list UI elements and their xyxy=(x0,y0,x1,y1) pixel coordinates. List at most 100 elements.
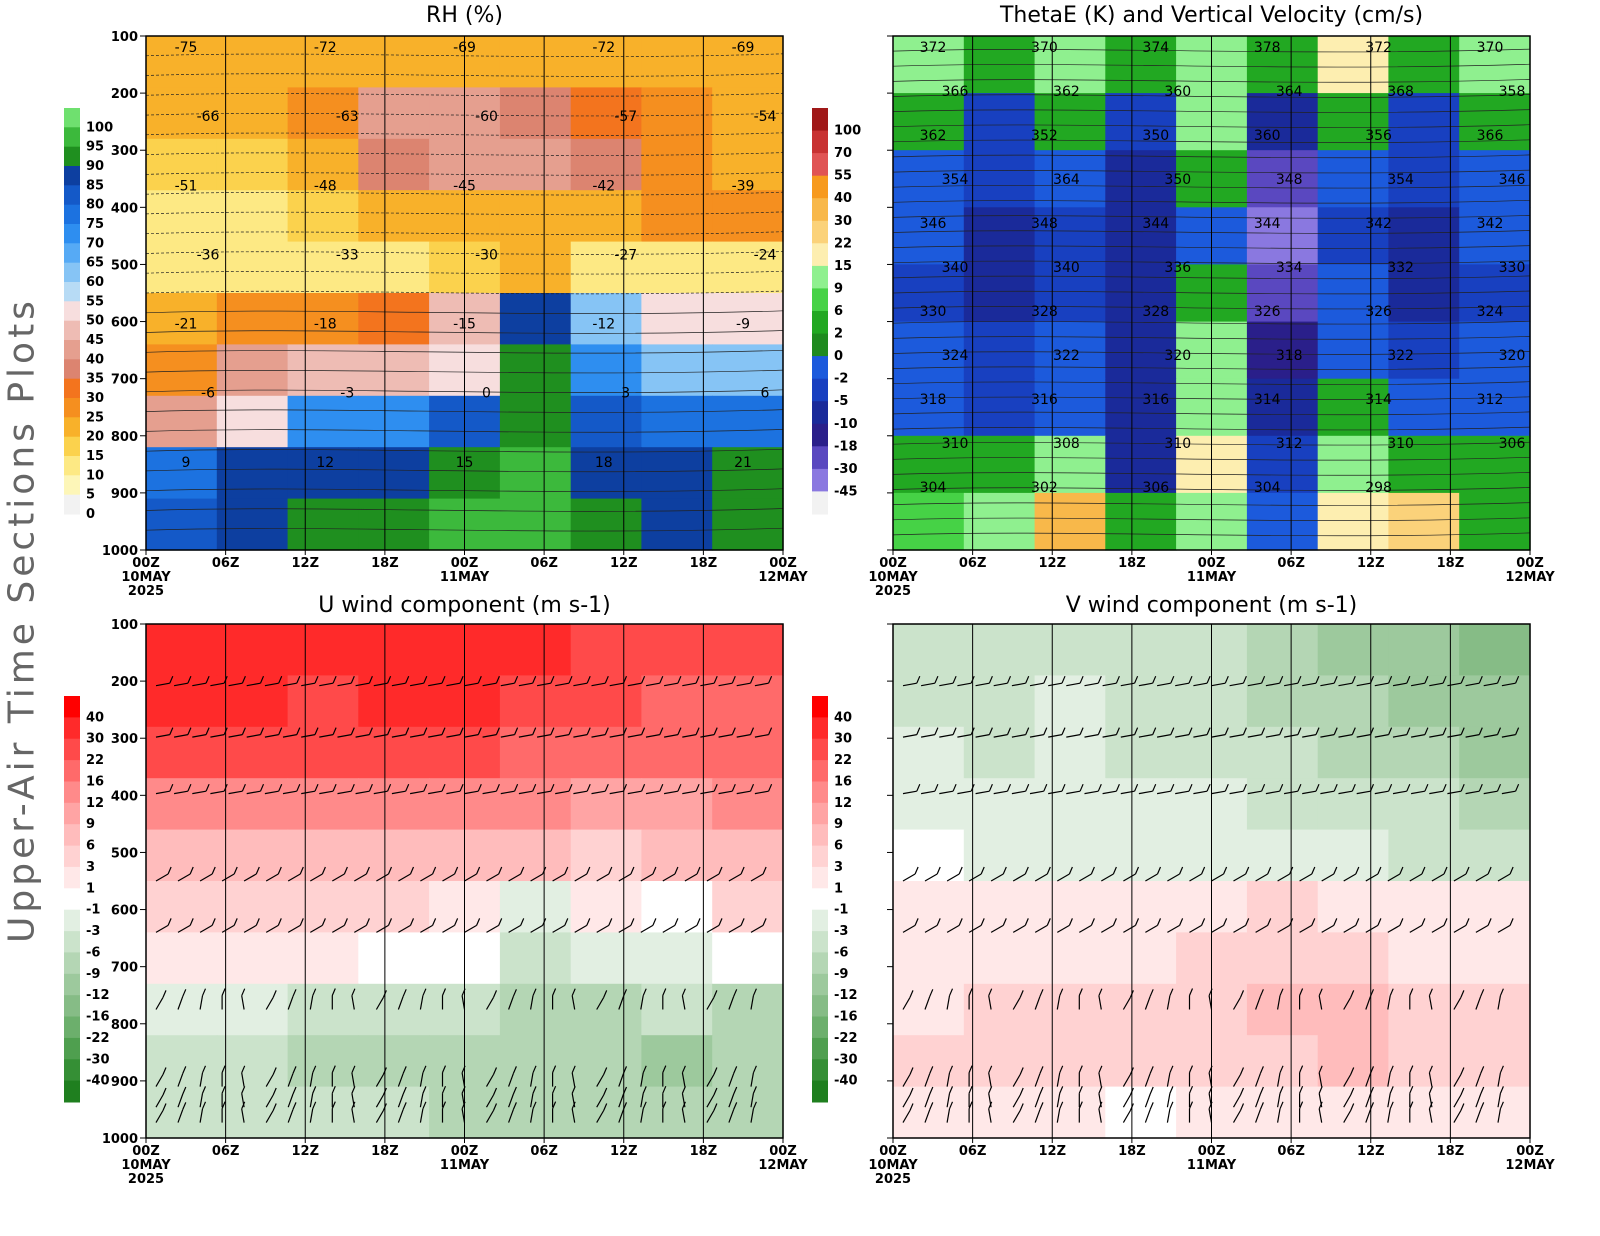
heatmap-cell xyxy=(216,36,289,88)
wind-barb-flag xyxy=(477,783,482,792)
wind-barb-flag xyxy=(1460,1103,1465,1111)
wind-barb xyxy=(301,790,316,795)
wind-barb-flag xyxy=(512,1086,517,1095)
heatmap-cell xyxy=(146,624,218,676)
wind-barb-flag xyxy=(292,1086,297,1095)
wind-barb-flag xyxy=(409,866,415,875)
colorbar-label: -3 xyxy=(834,924,848,939)
y-tick-label: 400 xyxy=(111,201,138,216)
wind-barb xyxy=(684,924,698,933)
wind-barb xyxy=(1299,873,1313,882)
colorbar-segment xyxy=(64,340,80,360)
wind-barb-flag xyxy=(768,727,773,735)
wind-barb-flag xyxy=(221,1101,226,1109)
colorbar-label: 10 xyxy=(86,468,104,483)
wind-barb xyxy=(902,1094,911,1108)
wind-barb xyxy=(177,1109,184,1123)
wind-barb-flag xyxy=(1006,727,1012,735)
wind-barb-flag xyxy=(182,1102,187,1110)
wind-barb-flag xyxy=(731,783,736,792)
wind-barb-flag xyxy=(1428,988,1433,996)
wind-barb-flag xyxy=(1224,783,1229,792)
wind-barb xyxy=(241,1108,245,1123)
wind-barb-flag xyxy=(681,988,686,996)
heatmap-cell xyxy=(712,138,784,191)
heatmap-cell xyxy=(287,829,359,882)
heatmap-cell xyxy=(1459,983,1531,1036)
wind-barb-flag xyxy=(586,675,591,684)
wind-barb xyxy=(1084,790,1099,795)
wind-barb-flag xyxy=(1406,675,1411,684)
wind-barb xyxy=(1497,1108,1501,1123)
wind-barb-flag xyxy=(182,989,187,997)
wind-barb xyxy=(508,1093,514,1108)
wind-barb xyxy=(282,790,297,795)
heatmap-cell xyxy=(499,726,572,779)
wind-barb-flag xyxy=(749,783,755,792)
colorbar-label: 15 xyxy=(86,449,104,464)
wind-barb-flag xyxy=(409,918,415,926)
contour-line xyxy=(892,487,1531,491)
heatmap-cell xyxy=(1459,264,1531,323)
wind-barb-flag xyxy=(1079,783,1084,792)
colorbar-label: -2 xyxy=(834,372,848,387)
wind-barb xyxy=(1211,682,1226,687)
heatmap-cell xyxy=(1246,726,1319,779)
colorbar-segment xyxy=(64,436,80,457)
wind-barb-flag xyxy=(1409,1101,1414,1109)
wind-barb xyxy=(482,682,497,687)
wind-barb-flag xyxy=(1259,1066,1264,1074)
heatmap-cell xyxy=(1246,624,1319,676)
wind-barb-flag xyxy=(1239,990,1245,998)
colorbar-segment xyxy=(64,146,80,167)
wind-barb-flag xyxy=(1350,1103,1355,1111)
wind-barb-flag xyxy=(1499,1086,1504,1094)
contour-label: 3 xyxy=(621,386,630,402)
contour-label: 312 xyxy=(1276,436,1303,452)
contour-line xyxy=(145,132,784,137)
wind-barb xyxy=(1453,873,1467,882)
contour-line xyxy=(892,63,1531,68)
wind-barb-flag xyxy=(351,1086,356,1094)
wind-barb-flag xyxy=(603,1067,608,1075)
wind-barb xyxy=(736,734,751,738)
wind-barb-flag xyxy=(332,727,337,735)
heatmap-cell xyxy=(1105,1035,1177,1088)
colorbar-label: 35 xyxy=(86,372,104,387)
wind-barb-flag xyxy=(1409,988,1414,996)
contour-line xyxy=(145,92,784,97)
heatmap-cell xyxy=(146,241,218,294)
wind-barb xyxy=(1229,790,1244,795)
wind-barb-flag xyxy=(365,918,370,926)
wind-barb xyxy=(706,873,720,882)
colorbar-label: -22 xyxy=(834,1031,858,1046)
wind-barb-flag xyxy=(914,918,919,926)
wind-barb xyxy=(645,682,660,687)
heatmap-cell xyxy=(1317,675,1390,728)
colorbar-segment xyxy=(64,824,80,847)
wind-barb-flag xyxy=(1059,1065,1064,1074)
x-tick-label: 12Z xyxy=(1038,556,1066,571)
contour-label: 374 xyxy=(1142,40,1169,56)
colorbar-segment xyxy=(64,494,80,515)
heatmap-cell xyxy=(963,435,1036,494)
heatmap-cell xyxy=(1459,378,1531,437)
wind-barb xyxy=(1453,1110,1462,1123)
contour-label: -33 xyxy=(336,247,359,263)
wind-barb xyxy=(1277,1093,1281,1108)
colorbar-segment xyxy=(812,1016,828,1039)
heatmap-cell xyxy=(570,344,643,397)
contour-label: 306 xyxy=(1142,480,1169,496)
heatmap-cell xyxy=(1317,881,1390,933)
wind-barb-flag xyxy=(1169,1065,1174,1074)
contour-label: 330 xyxy=(920,304,947,320)
wind-barb-flag xyxy=(1478,727,1483,735)
wind-barb xyxy=(1265,734,1280,738)
wind-barb xyxy=(486,924,499,933)
wind-barb xyxy=(309,1093,314,1108)
wind-barb-flag xyxy=(1261,783,1266,792)
wind-barb xyxy=(1277,924,1291,933)
wind-barb-flag xyxy=(241,675,246,684)
heatmap-cell xyxy=(1246,675,1319,728)
wind-barb-flag xyxy=(312,1065,317,1074)
